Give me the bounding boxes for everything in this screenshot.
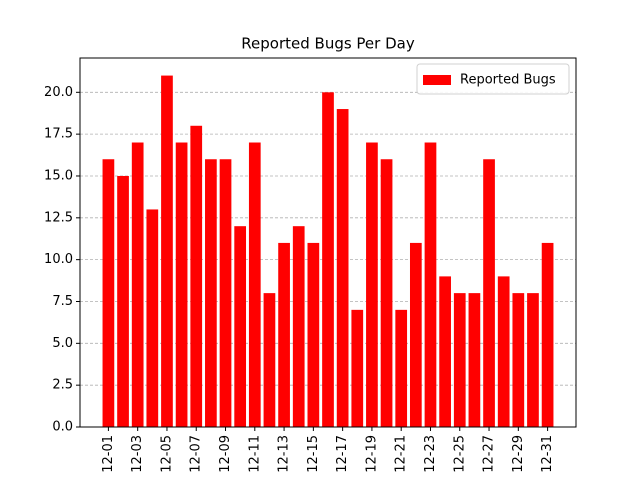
y-tick-label: 7.5	[52, 294, 73, 309]
y-tick-label: 10.0	[44, 252, 73, 267]
y-tick-label: 15.0	[44, 168, 73, 183]
bar	[263, 293, 276, 427]
x-tick-label: 12-25	[452, 435, 467, 473]
bar	[234, 226, 247, 427]
bar	[541, 242, 554, 427]
legend-label: Reported Bugs	[460, 73, 556, 88]
bar	[175, 142, 188, 428]
legend-swatch	[423, 75, 451, 85]
x-tick-label: 12-15	[306, 435, 321, 473]
y-tick-label: 20.0	[44, 85, 73, 100]
bar	[366, 142, 378, 428]
bar	[409, 242, 422, 427]
x-tick-label: 12-31	[540, 435, 555, 473]
y-tick-label: 12.5	[44, 210, 73, 225]
x-tick-label: 12-07	[189, 435, 204, 473]
bar	[468, 293, 481, 427]
bar	[483, 159, 495, 427]
bar	[219, 159, 232, 427]
x-tick-label: 12-19	[364, 435, 379, 473]
bar	[292, 226, 305, 427]
bar	[380, 159, 393, 427]
bar	[336, 109, 349, 427]
bar	[322, 92, 334, 427]
bar	[117, 175, 129, 427]
x-tick-label: 12-09	[218, 435, 233, 473]
x-tick-label: 12-13	[277, 435, 292, 473]
bar	[424, 142, 437, 428]
bar	[453, 293, 466, 427]
bar	[161, 75, 173, 428]
bar	[439, 276, 451, 427]
x-tick-label: 12-11	[247, 435, 262, 473]
x-tick-label: 12-27	[482, 435, 497, 473]
bar	[527, 293, 539, 427]
bar	[102, 159, 115, 427]
bar	[131, 142, 144, 428]
bar	[278, 242, 290, 427]
bar	[146, 209, 159, 427]
x-tick-label: 12-29	[511, 435, 526, 473]
chart-title: Reported Bugs Per Day	[241, 35, 415, 53]
legend-box	[416, 63, 570, 95]
x-tick-label: 12-21	[394, 435, 409, 473]
y-tick-label: 5.0	[52, 336, 73, 351]
bar	[307, 242, 320, 427]
bar	[190, 125, 203, 427]
bar	[205, 159, 217, 427]
x-tick-label: 12-01	[101, 435, 116, 473]
bar	[248, 142, 261, 428]
bar	[351, 309, 364, 427]
bar	[497, 276, 510, 427]
bar	[395, 309, 408, 427]
x-tick-label: 12-05	[159, 435, 174, 473]
y-tick-label: 2.5	[52, 378, 73, 393]
y-tick-label: 17.5	[44, 127, 73, 142]
bar	[512, 293, 525, 427]
y-tick-label: 0.0	[52, 420, 73, 435]
x-tick-label: 12-03	[130, 435, 145, 473]
plot-frame	[79, 57, 577, 428]
x-tick-label: 12-23	[423, 435, 438, 473]
x-tick-label: 12-17	[335, 435, 350, 473]
